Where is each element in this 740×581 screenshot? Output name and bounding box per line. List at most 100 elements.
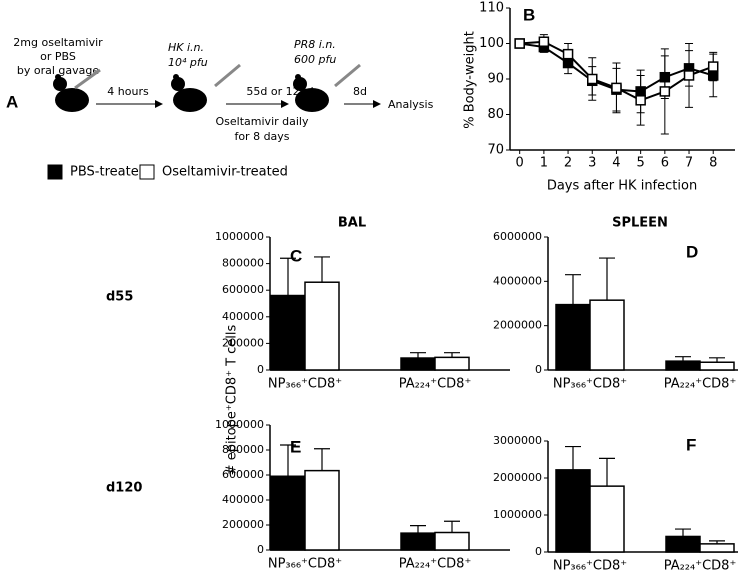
y-tick-label: 110 <box>479 1 504 16</box>
row-label: d120 <box>106 481 142 496</box>
x-tick-label: 1 <box>540 156 548 171</box>
y-tick-label: 90 <box>487 72 504 87</box>
legend-swatch <box>139 164 155 180</box>
error-bar <box>565 445 581 470</box>
x-tick-label: 4 <box>612 156 620 171</box>
bar <box>589 485 625 553</box>
y-tick-label: 400000 <box>222 493 264 506</box>
panel-letter: B <box>523 5 535 24</box>
y-tick-label: 0 <box>535 363 542 376</box>
bar <box>665 535 701 553</box>
panel-letter: E <box>290 437 301 456</box>
bar <box>270 475 306 551</box>
x-tick-label: 6 <box>661 156 669 171</box>
error-bar <box>410 525 426 534</box>
x-tick-label: NP₃₆₆⁺CD8⁺ <box>553 377 627 392</box>
y-tick-label: 400000 <box>222 310 264 323</box>
y-tick-label: 1000000 <box>215 418 264 431</box>
treatment-text: for 8 days <box>234 130 289 143</box>
bar <box>400 357 436 371</box>
panel-title: SPLEEN <box>612 216 668 231</box>
marker <box>587 73 598 85</box>
bar <box>699 543 735 553</box>
x-tick-label: PA₂₂₄⁺CD8⁺ <box>399 377 472 392</box>
bar <box>589 299 625 371</box>
panel-letter: A <box>6 92 18 111</box>
error-bar <box>314 448 330 471</box>
row-label: d55 <box>106 290 133 305</box>
y-tick-label: 1000000 <box>493 508 542 521</box>
error-bar <box>599 457 615 487</box>
marker <box>683 70 695 81</box>
legend-label: PBS-treated <box>70 165 147 180</box>
error-bar <box>444 520 460 533</box>
dose-text: 600 pfu <box>294 53 336 66</box>
y-tick-label: 2000000 <box>493 471 542 484</box>
bar <box>555 303 591 371</box>
y-tick-label: 0 <box>257 363 264 376</box>
step-text: 8d <box>353 85 367 98</box>
error-bar <box>599 257 615 301</box>
bar <box>555 469 591 553</box>
mouse-icon <box>53 63 361 112</box>
y-tick-label: 200000 <box>222 518 264 531</box>
error-bar <box>280 444 296 477</box>
error-bar <box>565 274 581 305</box>
marker <box>538 36 550 47</box>
marker <box>514 38 525 49</box>
x-tick-label: 5 <box>637 156 645 171</box>
bar <box>699 361 735 371</box>
step-text: 55d or 120d <box>246 85 313 98</box>
end-text: Analysis <box>388 98 434 111</box>
x-tick-label: 0 <box>516 156 524 171</box>
y-tick-label: 800000 <box>222 257 264 270</box>
y-tick-label: 1000000 <box>215 230 264 243</box>
error-bar <box>444 352 460 358</box>
y-axis-label: % Body-weight <box>463 31 478 129</box>
x-tick-label: PA₂₂₄⁺CD8⁺ <box>664 559 737 574</box>
y-tick-label: 0 <box>535 545 542 558</box>
y-tick-label: 0 <box>257 543 264 556</box>
step-text: 4 hours <box>107 85 149 98</box>
dose-text: or PBS <box>40 50 76 63</box>
legend-swatch <box>47 164 63 180</box>
x-tick-label: 7 <box>685 156 693 171</box>
error-bar <box>410 352 426 359</box>
marker <box>562 48 574 60</box>
bar <box>434 356 470 371</box>
y-tick-label: 3000000 <box>493 434 542 447</box>
x-tick-label: 8 <box>709 156 717 171</box>
y-tick-label: 4000000 <box>493 274 542 287</box>
x-tick-label: PA₂₂₄⁺CD8⁺ <box>399 557 472 572</box>
bar <box>434 531 470 551</box>
x-tick-label: NP₃₆₆⁺CD8⁺ <box>268 377 342 392</box>
dose-text: by oral gavage <box>17 64 99 77</box>
treatment-text: Oseltamivir daily <box>216 115 309 128</box>
y-tick-label: 800000 <box>222 443 264 456</box>
panel-title: BAL <box>338 216 366 231</box>
marker <box>635 95 646 106</box>
marker <box>659 86 671 97</box>
bar <box>400 532 436 551</box>
error-bar <box>675 528 691 537</box>
error-bar <box>280 257 296 296</box>
y-tick-label: 100 <box>479 36 504 51</box>
dose-text: 2mg oseltamivir <box>13 36 103 49</box>
x-tick-label: NP₃₆₆⁺CD8⁺ <box>553 559 627 574</box>
y-tick-label: 6000000 <box>493 230 542 243</box>
bar <box>304 281 340 371</box>
x-tick-label: 2 <box>564 156 572 171</box>
panel-letter: C <box>290 246 302 265</box>
legend-label: Oseltamivir-treated <box>162 165 288 180</box>
bar <box>304 469 340 551</box>
bar <box>665 360 701 371</box>
x-axis-label: Days after HK infection <box>547 179 697 194</box>
marker <box>611 82 622 94</box>
y-tick-label: 200000 <box>222 336 264 349</box>
error-bar <box>314 256 330 283</box>
route-text: PR8 i.n. <box>294 38 336 51</box>
y-axis-label: # epitope⁺CD8⁺ T cells <box>225 324 240 475</box>
x-tick-label: NP₃₆₆⁺CD8⁺ <box>268 557 342 572</box>
x-tick-label: 3 <box>588 156 596 171</box>
